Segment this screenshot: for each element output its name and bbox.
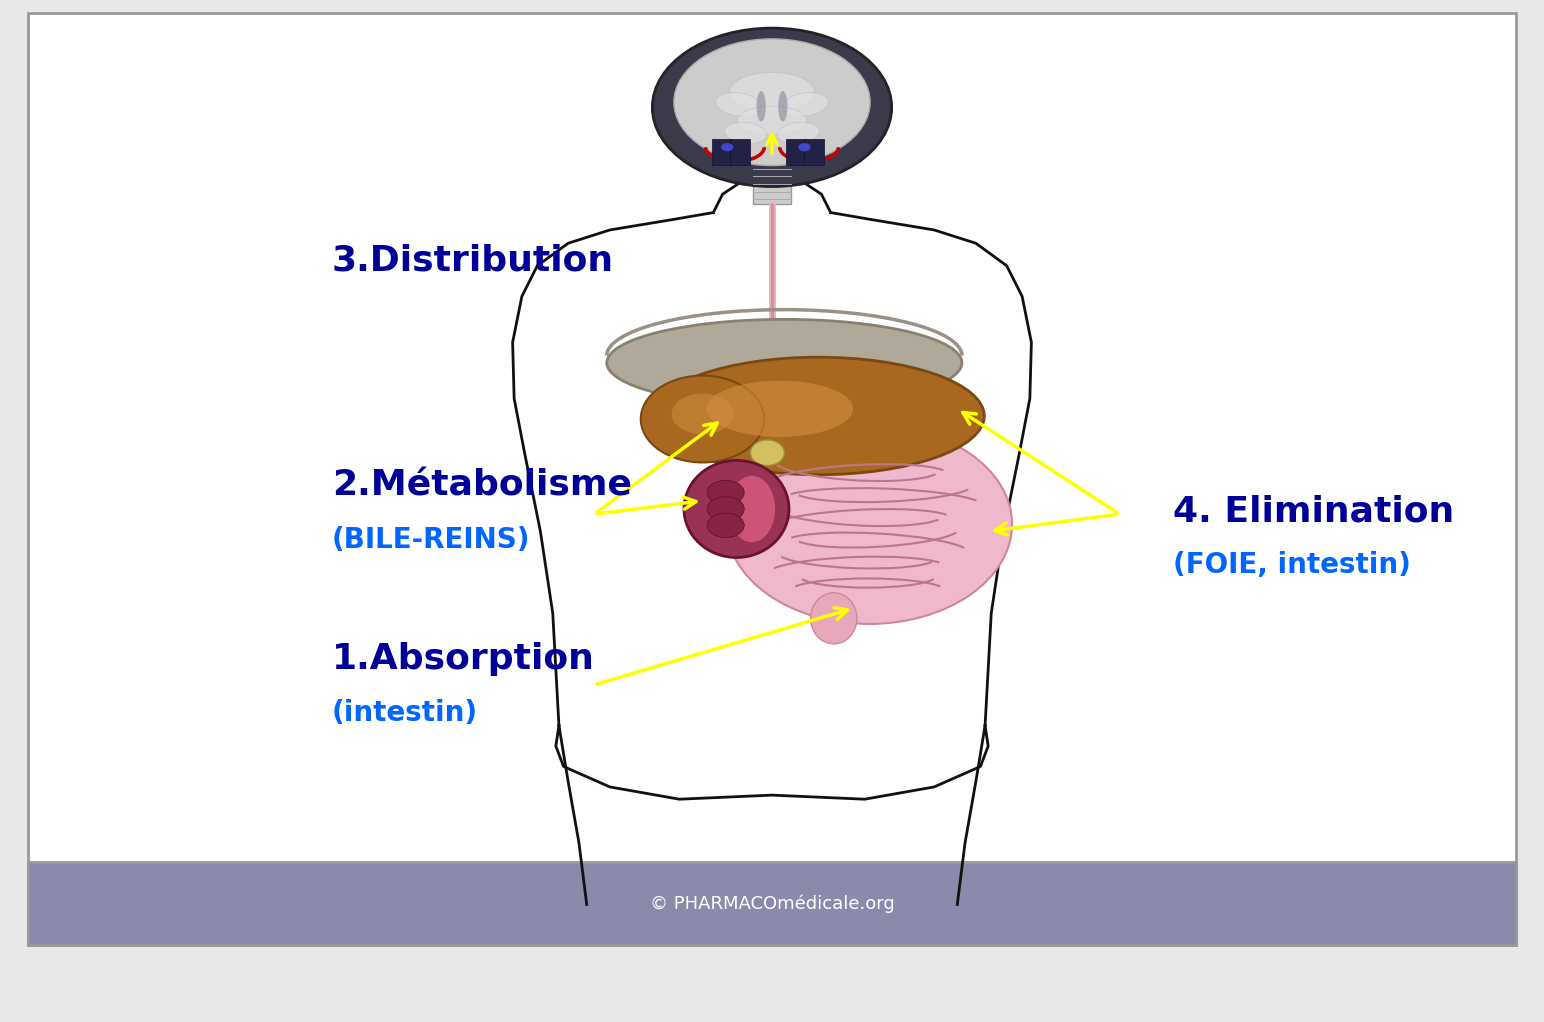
Bar — [28, 862, 1516, 945]
Ellipse shape — [652, 358, 985, 475]
Ellipse shape — [811, 593, 857, 644]
Text: (intestin): (intestin) — [332, 699, 479, 728]
Bar — [786, 139, 806, 165]
Ellipse shape — [715, 92, 761, 117]
Ellipse shape — [778, 91, 787, 122]
Ellipse shape — [706, 381, 852, 437]
Circle shape — [707, 497, 744, 521]
Ellipse shape — [736, 106, 806, 135]
Ellipse shape — [684, 461, 789, 558]
Bar — [730, 139, 750, 165]
Circle shape — [721, 143, 733, 151]
Ellipse shape — [750, 439, 784, 466]
Ellipse shape — [607, 319, 962, 406]
Bar — [804, 139, 824, 165]
Circle shape — [707, 480, 744, 505]
Ellipse shape — [652, 28, 891, 186]
Circle shape — [707, 513, 744, 538]
Text: 1.Absorption: 1.Absorption — [332, 642, 594, 677]
Ellipse shape — [673, 39, 871, 166]
Ellipse shape — [783, 92, 829, 117]
Text: (FOIE, intestin): (FOIE, intestin) — [1173, 551, 1411, 579]
Ellipse shape — [757, 91, 766, 122]
Ellipse shape — [726, 425, 1011, 623]
Text: (BILE-REINS): (BILE-REINS) — [332, 525, 531, 554]
Text: 4. Elimination: 4. Elimination — [1173, 494, 1454, 528]
Circle shape — [798, 143, 811, 151]
Text: © PHARMACOmédicale.org: © PHARMACOmédicale.org — [650, 894, 894, 913]
Ellipse shape — [724, 123, 767, 143]
Ellipse shape — [641, 376, 764, 462]
Ellipse shape — [777, 123, 820, 143]
Ellipse shape — [729, 73, 815, 111]
Polygon shape — [753, 164, 791, 204]
Ellipse shape — [729, 476, 775, 543]
Ellipse shape — [672, 393, 733, 434]
Bar — [712, 139, 732, 165]
Text: 3.Distribution: 3.Distribution — [332, 243, 615, 278]
Text: 2.Métabolisme: 2.Métabolisme — [332, 468, 631, 503]
